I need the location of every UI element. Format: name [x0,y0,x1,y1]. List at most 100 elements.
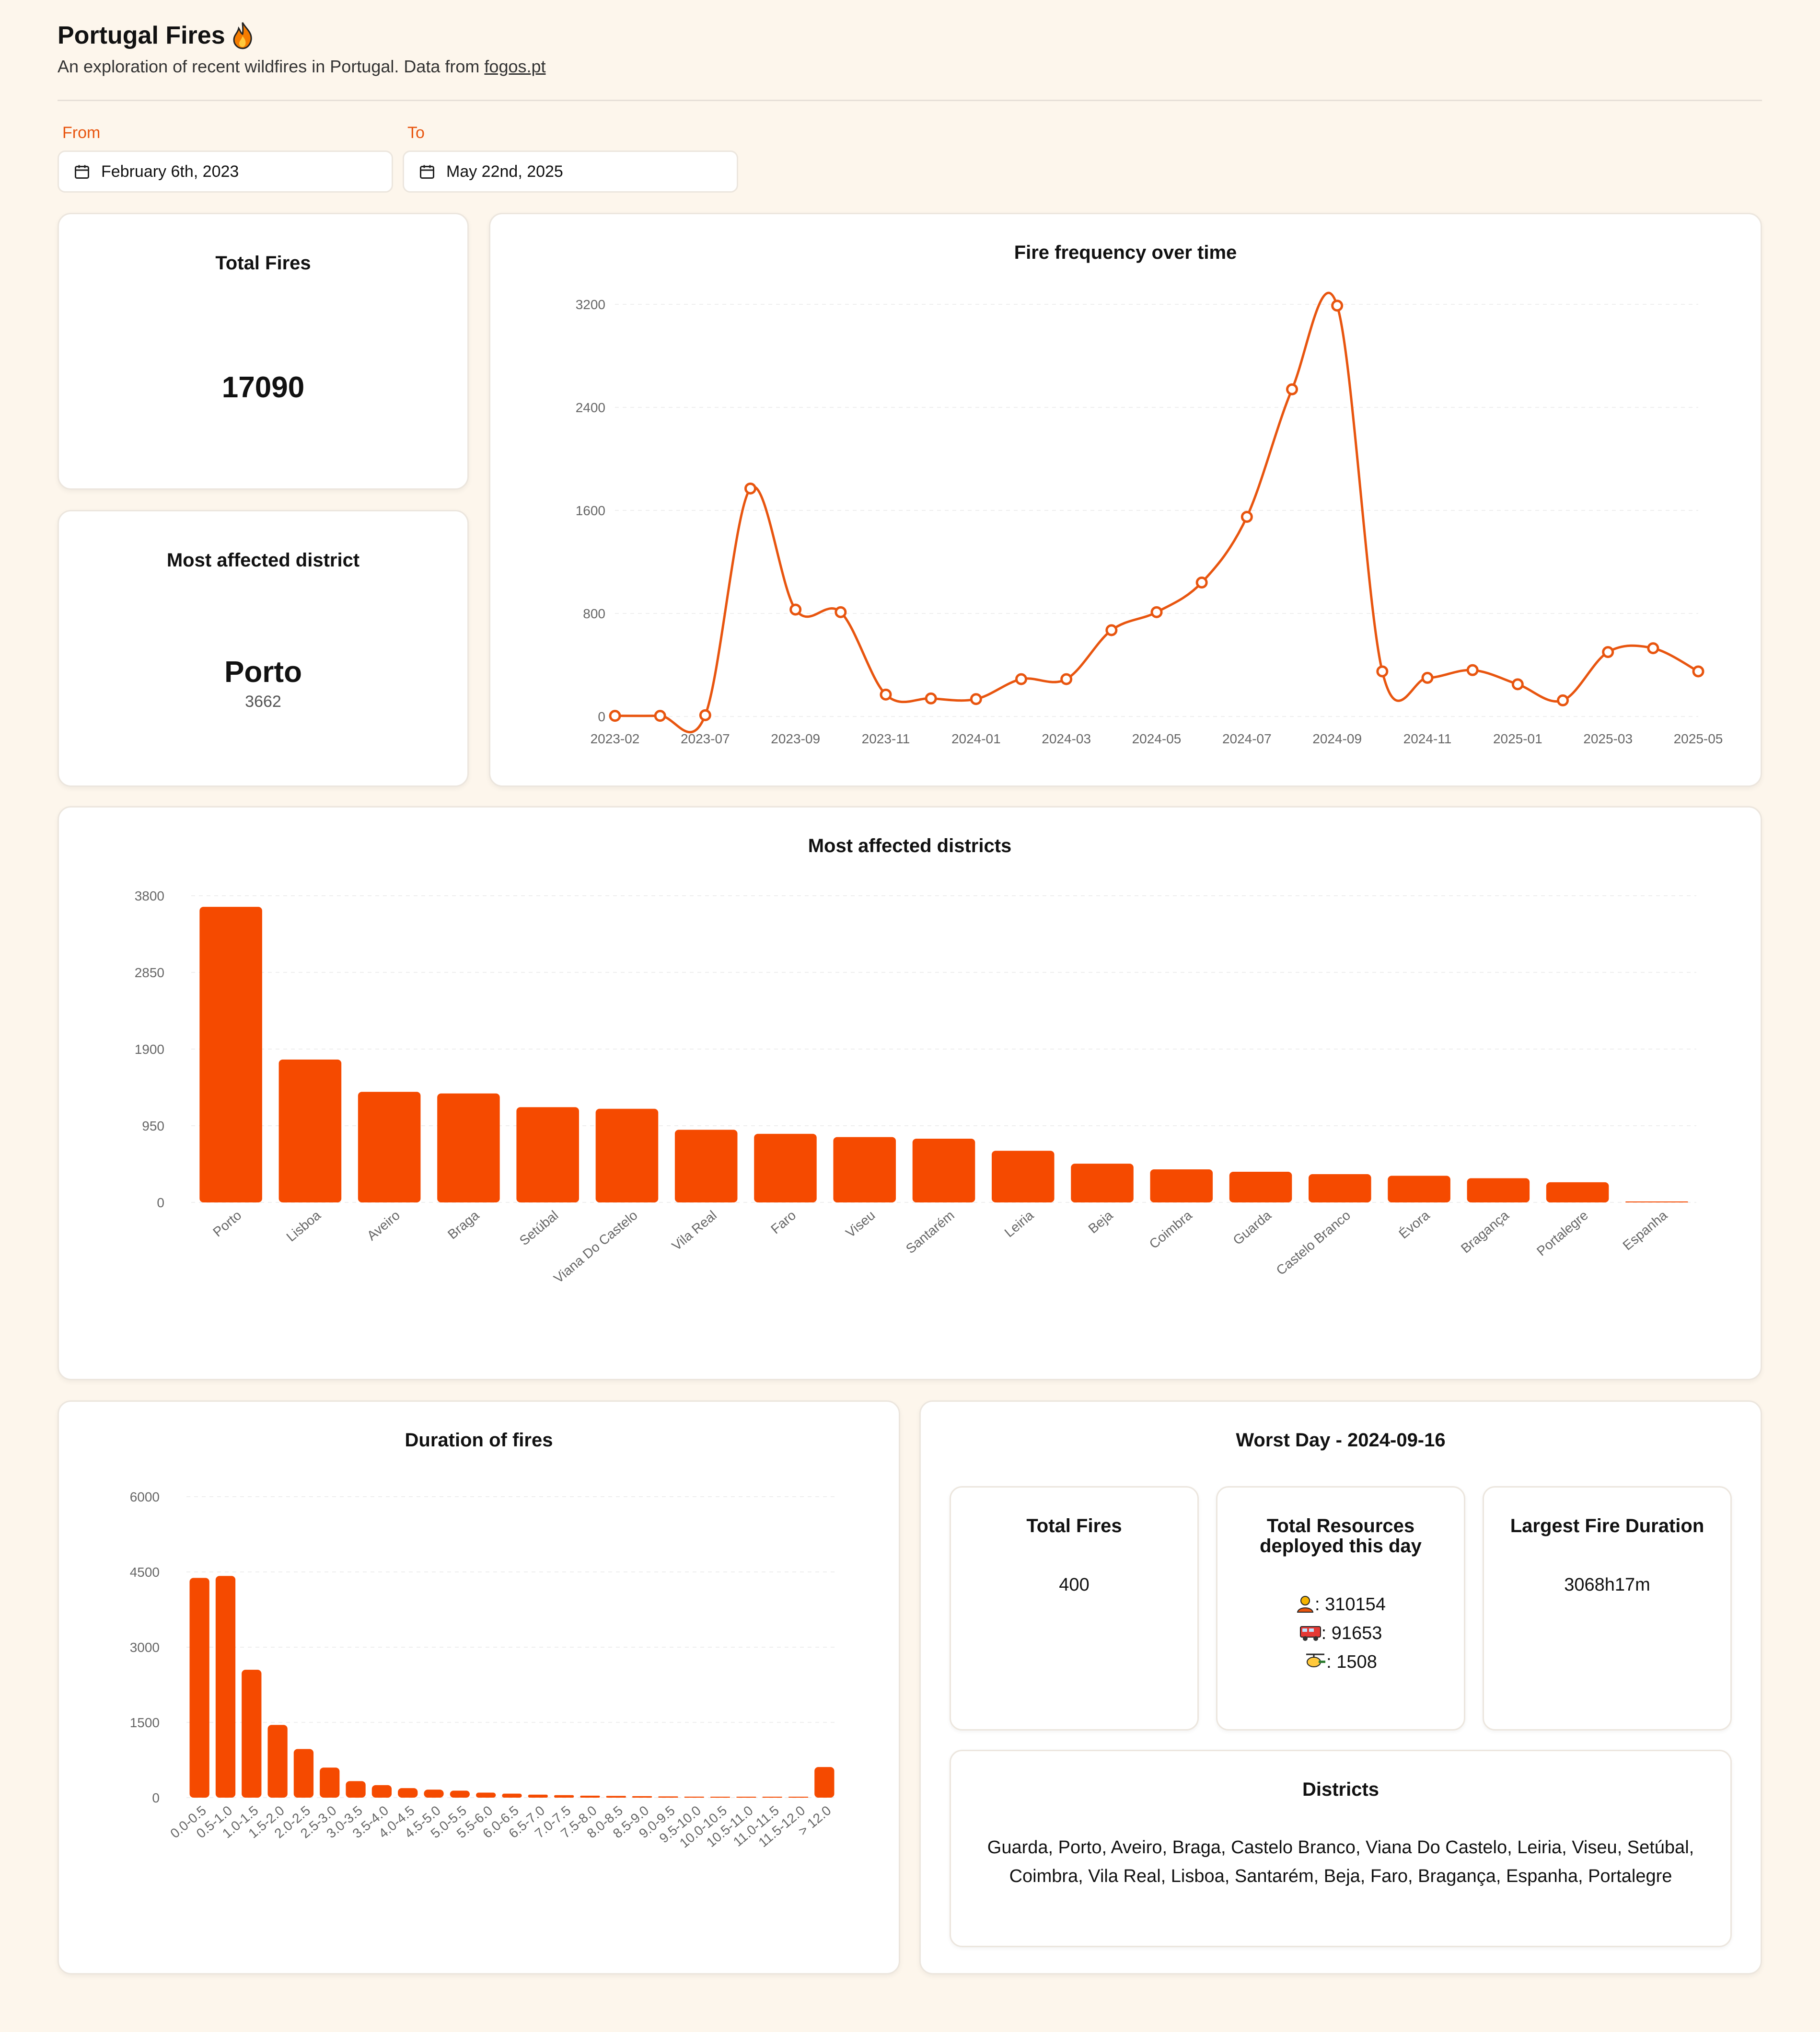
data-point [925,692,937,704]
worst-day-districts-card: Districts Guarda, Porto, Aveiro, Braga, … [950,1750,1732,1947]
duration-card: Duration of fires 0 1500 3000 4500 6000 0.0-0… [58,1400,900,1974]
total-fires-title: Total Fires [215,253,311,274]
x-tick-label: 2023-02 [591,731,640,746]
worst-day-resources-card: Total Resources deployed this day : 3101… [1216,1486,1465,1731]
data-point [1602,646,1614,658]
y-tick-label: 0 [152,1790,160,1805]
x-tick-label: Guarda [1230,1208,1274,1248]
districts-chart-title: Most affected districts [808,835,1012,856]
x-tick-label: Coimbra [1147,1208,1195,1252]
bar [554,1795,574,1798]
to-date-value: May 22nd, 2025 [446,162,563,181]
from-date-picker[interactable]: February 6th, 2023 [58,150,393,193]
bar [371,1785,392,1798]
data-point [1060,673,1073,685]
x-tick-label: Santarém [903,1208,957,1257]
data-point [1466,664,1479,676]
bar [788,1797,809,1798]
y-tick-label: 0 [598,709,605,724]
to-date-picker[interactable]: May 22nd, 2025 [403,150,738,193]
bar [658,1796,678,1798]
bar [736,1797,756,1798]
x-tick-label: Viseu [843,1208,878,1240]
bar [1388,1176,1450,1202]
bar [320,1767,340,1798]
most-affected-count: 3662 [245,693,281,711]
y-tick-label: 6000 [130,1489,160,1504]
aircraft-value: : 1508 [1326,1652,1377,1672]
bar [710,1797,730,1798]
bar [762,1797,782,1798]
data-point [744,482,756,495]
bar [437,1093,500,1202]
data-point [970,693,982,705]
data-point [699,709,711,721]
x-tick-label: 2023-11 [862,731,910,746]
data-point [880,688,892,701]
resources-title-line2: deployed this day [1260,1536,1422,1557]
x-tick-label: 2025-03 [1583,731,1633,746]
x-tick-label: Bragança [1458,1208,1512,1256]
bar [606,1796,626,1798]
source-link[interactable]: fogos.pt [484,57,546,76]
x-tick-label: Espanha [1620,1208,1670,1253]
duration-chart: 015003000450060000.0-0.50.5-1.01.0-1.51.… [130,1489,837,1851]
x-tick-label: 2024-09 [1312,731,1362,746]
bar [450,1790,470,1798]
firefighters-value: : 310154 [1315,1594,1386,1615]
bar [346,1781,366,1798]
fire-frequency-chart: 0 800 1600 2400 3200 2023-02 2023-07 2023-09 202… [576,291,1723,746]
x-tick-label: Braga [445,1208,482,1242]
data-point [1692,665,1704,678]
bar [1467,1178,1530,1202]
worst-day-total-fires-value: 400 [1059,1575,1090,1595]
data-point [1647,642,1659,655]
y-tick-label: 2400 [576,400,605,415]
y-tick-label: 950 [142,1119,164,1133]
page-title-row: Portugal Fires [58,21,1764,50]
data-point [1557,694,1569,706]
y-tick-label: 800 [583,606,605,621]
x-tick-label: 2025-01 [1493,731,1542,746]
x-tick-label: 2024-07 [1222,731,1272,746]
y-tick-label: 0 [157,1195,164,1210]
bar [1150,1169,1213,1202]
total-fires-value: 17090 [221,371,305,404]
bar [199,907,262,1202]
x-tick-label: Évora [1396,1208,1432,1242]
x-tick-label: Vila Real [669,1208,719,1253]
vehicles-value: : 91653 [1321,1623,1382,1643]
from-date-value: February 6th, 2023 [101,162,239,181]
worst-day-districts-line1: Guarda, Porto, Aveiro, Braga, Castelo Br… [987,1837,1694,1858]
x-tick-label: Beja [1086,1208,1116,1236]
bar [674,1130,738,1202]
page-subtitle: An exploration of recent wildfires in Po… [58,57,1764,77]
bar [358,1092,421,1202]
bar [684,1796,704,1798]
bar [595,1108,659,1202]
to-label: To [407,124,425,142]
x-tick-label: 2023-07 [681,731,730,746]
worst-day-title: Worst Day - 2024-09-16 [1236,1430,1446,1451]
y-tick-label: 1600 [576,503,605,518]
bar [1309,1174,1371,1202]
from-label: From [62,124,101,142]
y-tick-label: 3200 [576,297,605,312]
worst-day-card: Worst Day - 2024-09-16 Total Fires 400 T… [919,1400,1762,1974]
data-point [654,710,666,722]
bar [476,1792,496,1798]
calendar-icon [420,165,434,179]
worst-day-total-fires-card: Total Fires 400 [950,1486,1199,1731]
x-tick-label: 2024-03 [1042,731,1091,746]
most-affected-district-card: Most affected district Porto 3662 [58,510,469,787]
x-tick-label: Setúbal [517,1208,561,1248]
bar [502,1793,522,1798]
x-tick-label: Lisboa [284,1208,324,1245]
bar [912,1138,975,1202]
largest-fire-title: Largest Fire Duration [1510,1515,1704,1536]
worst-day-districts-line2: Coimbra, Vila Real, Lisboa, Santarém, Be… [1009,1866,1672,1886]
fire-icon [232,22,253,49]
y-tick-label: 1500 [130,1715,160,1730]
bar [516,1107,579,1202]
resource-row-aircraft: : 1508 [1217,1651,1464,1673]
